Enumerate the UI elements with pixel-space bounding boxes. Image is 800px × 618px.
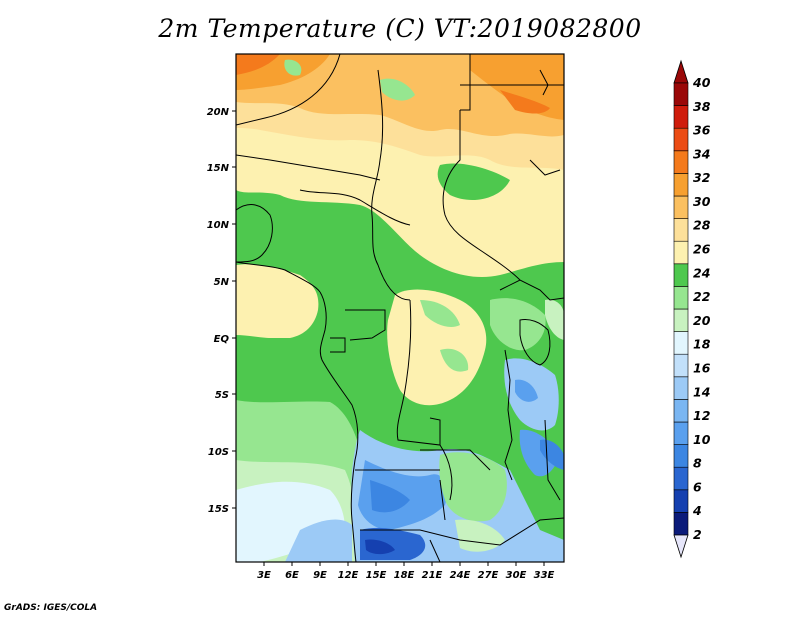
colorbar-label: 20 [693,313,711,328]
colorbar-lower-arrow [673,534,689,559]
colorbar-label: 24 [693,265,710,280]
colorbar-box [673,353,689,378]
lon-label: 21E [422,570,443,581]
grads-credit: GrADS: IGES/COLA [4,603,98,613]
colorbar-label: 26 [693,242,711,257]
colorbar-box [673,195,689,219]
colorbar-box [673,489,689,513]
colorbar-label: 6 [693,479,702,494]
lat-label: 5N [214,277,230,288]
colorbar-box [673,331,689,355]
lon-label: 12E [338,570,359,581]
colorbar-label: 38 [693,99,711,114]
colorbar-box [673,286,689,310]
colorbar-label: 8 [693,456,702,471]
boundaries [236,54,564,562]
lon-label: 6E [285,570,299,581]
colorbar-box [673,263,689,287]
lon-label: 18E [394,570,415,581]
colorbar-box [673,150,689,174]
colorbar-box [673,444,689,468]
colorbar-label: 16 [693,360,711,375]
colorbar-label: 32 [693,170,710,185]
temperature-field [236,54,564,562]
colorbar-boxes [673,82,689,536]
lon-label: 24E [450,570,471,581]
colorbar-label: 4 [692,503,702,518]
lat-ticks [232,110,236,509]
lon-label: 33E [534,570,555,581]
colorbar-label: 36 [693,123,711,138]
lat-label: 5S [215,390,229,401]
colorbar-label: 34 [693,146,710,161]
lat-label: 15N [207,163,230,174]
colorbar-box [673,512,689,536]
colorbar-box [673,173,689,197]
colorbar-label: 10 [693,432,711,447]
map-frame [235,53,565,563]
lat-label: 10S [208,447,229,458]
lon-tick-labels: 3E 6E 9E 12E 15E 18E 21E 24E 27E 30E 33E [257,570,554,581]
colorbar-label: 22 [693,289,710,304]
lon-ticks [263,562,545,566]
colorbar-box [673,218,689,242]
colorbar-label: 18 [693,337,711,352]
colorbar-label: 40 [692,75,711,90]
lon-label: 30E [506,570,527,581]
colorbar-label: 2 [693,527,702,542]
colorbar-upper-arrow [673,59,689,84]
colorbar-box [673,308,689,332]
colorbar-box [673,399,689,423]
lat-label: 20N [207,107,230,118]
colorbar-box [673,127,689,152]
lon-label: 3E [257,570,271,581]
colorbar-label: 30 [693,194,711,209]
lat-tick-labels: 20N 15N 10N 5N EQ 5S 10S 15S [207,107,230,515]
colorbar-box [673,376,689,400]
colorbar-box [673,421,689,445]
map-title: 2m Temperature (C) VT:2019082800 [158,14,642,43]
lon-label: 15E [366,570,387,581]
colorbar-label: 28 [693,218,711,233]
lat-label: 10N [207,220,230,231]
lat-label: 15S [208,504,229,515]
colorbar-box [673,82,689,106]
lon-label: 27E [478,570,499,581]
colorbar-box [673,105,689,129]
colorbar-box [673,466,689,491]
colorbar-label: 14 [693,384,710,399]
lat-label: EQ [214,334,230,345]
colorbar-label: 12 [693,408,710,423]
lon-label: 9E [313,570,327,581]
colorbar-box [673,240,689,265]
